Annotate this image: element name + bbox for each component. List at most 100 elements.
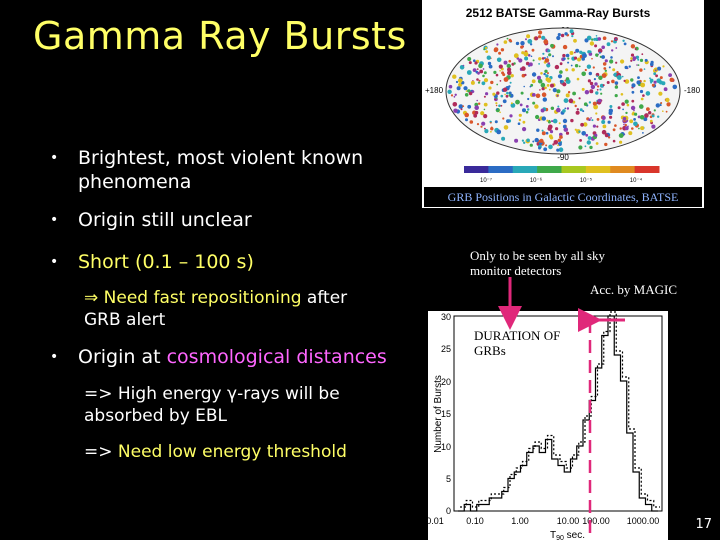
grb-dot [528, 62, 533, 67]
grb-dot [580, 122, 584, 127]
bullet-dot: • [50, 349, 59, 365]
grb-dot [578, 65, 581, 68]
grb-dot [614, 94, 618, 98]
grb-dot [649, 119, 653, 123]
grb-dot [628, 131, 633, 136]
x-axis-label: T90 sec. [550, 530, 585, 540]
grb-dot [602, 124, 607, 129]
grb-dot [478, 63, 483, 69]
grb-dot [483, 108, 486, 111]
grb-dot [473, 113, 478, 118]
grb-dot [474, 105, 479, 110]
grb-dot [610, 40, 614, 43]
grb-dot [507, 70, 512, 76]
grb-dot [521, 139, 524, 142]
grb-dot [524, 56, 529, 61]
grb-dot [478, 102, 481, 105]
grb-dot [541, 86, 545, 91]
colorbar-tick: 10⁻⁵ [580, 177, 593, 184]
grb-dot [538, 146, 541, 150]
grb-dot [630, 59, 633, 62]
grb-dot [483, 71, 487, 75]
grb-dot [541, 57, 545, 60]
grb-dot [559, 79, 563, 83]
colorbar [464, 166, 660, 173]
grb-dot [568, 98, 574, 104]
grb-dot [462, 105, 465, 108]
grb-dot [636, 64, 638, 66]
grb-dot [542, 52, 545, 55]
grb-dot [636, 80, 641, 85]
grb-dot [604, 133, 609, 138]
grb-dot [484, 127, 486, 130]
grb-dot [595, 91, 599, 95]
grb-dot [545, 77, 550, 82]
grb-dot [550, 83, 554, 88]
grb-dot [595, 53, 599, 57]
grb-dot [480, 125, 483, 128]
grb-dot [622, 108, 624, 111]
grb-dot [635, 55, 640, 59]
grb-dot [614, 81, 619, 85]
grb-dot [637, 64, 640, 66]
grb-dot [555, 127, 559, 131]
magic-note: Acc. by MAGIC [590, 282, 678, 297]
grb-dot [614, 124, 617, 127]
grb-dot [490, 127, 494, 131]
x-label-t: T [550, 530, 556, 540]
grb-dot [639, 104, 644, 109]
grb-dot [467, 57, 472, 61]
grb-dot [624, 65, 628, 70]
grb-dot [601, 45, 605, 50]
grb-dot [596, 88, 599, 91]
grb-dot [488, 64, 493, 69]
slide-number: 17 [695, 517, 712, 532]
grb-dot [548, 119, 551, 122]
grb-dot [593, 78, 596, 81]
grb-dot [546, 84, 550, 87]
grb-dot [463, 86, 468, 91]
grb-dot [637, 76, 640, 79]
grb-dot [541, 129, 544, 132]
grb-dot [547, 49, 551, 53]
grb-dot [529, 43, 533, 46]
grb-dot [530, 55, 533, 58]
grb-dot [624, 99, 629, 104]
grb-dot [653, 109, 656, 112]
grb-dot [565, 93, 570, 98]
grb-dot [623, 120, 626, 123]
colorbar-segment [585, 166, 611, 173]
grb-dot [614, 85, 619, 89]
grb-dot [633, 121, 638, 127]
histogram-svg: 30 25 20 15 10 5 0 0.01 0.10 1.00 10.00 … [428, 311, 663, 540]
grb-dot [640, 97, 644, 101]
grb-dot [594, 133, 598, 137]
grb-dot [474, 61, 478, 65]
grb-dot [531, 79, 536, 84]
grb-dot [558, 147, 564, 152]
grb-dot [498, 51, 502, 55]
grb-dot [482, 68, 485, 70]
grb-dot [457, 78, 463, 83]
grb-dot [529, 143, 533, 147]
grb-dot [626, 103, 630, 107]
grb-dot [665, 97, 670, 103]
bullet-dot: • [50, 254, 59, 270]
grb-dot [546, 56, 549, 58]
grb-dot [473, 59, 476, 62]
grb-dot [546, 119, 549, 122]
grb-dot [574, 128, 577, 131]
grb-dot [585, 133, 589, 137]
colorbar-segment [634, 166, 660, 173]
duration-note: DURATION OF GRBs [474, 328, 561, 358]
grb-dot [600, 92, 603, 95]
grb-dot [550, 106, 555, 111]
grb-dot [633, 118, 636, 121]
y-tick: 15 [441, 409, 451, 419]
grb-dot [545, 131, 549, 135]
grb-dot [502, 117, 505, 120]
grb-dot [595, 112, 598, 115]
grb-dot [639, 68, 643, 72]
grb-dot [598, 51, 601, 54]
grb-dot [657, 66, 662, 71]
